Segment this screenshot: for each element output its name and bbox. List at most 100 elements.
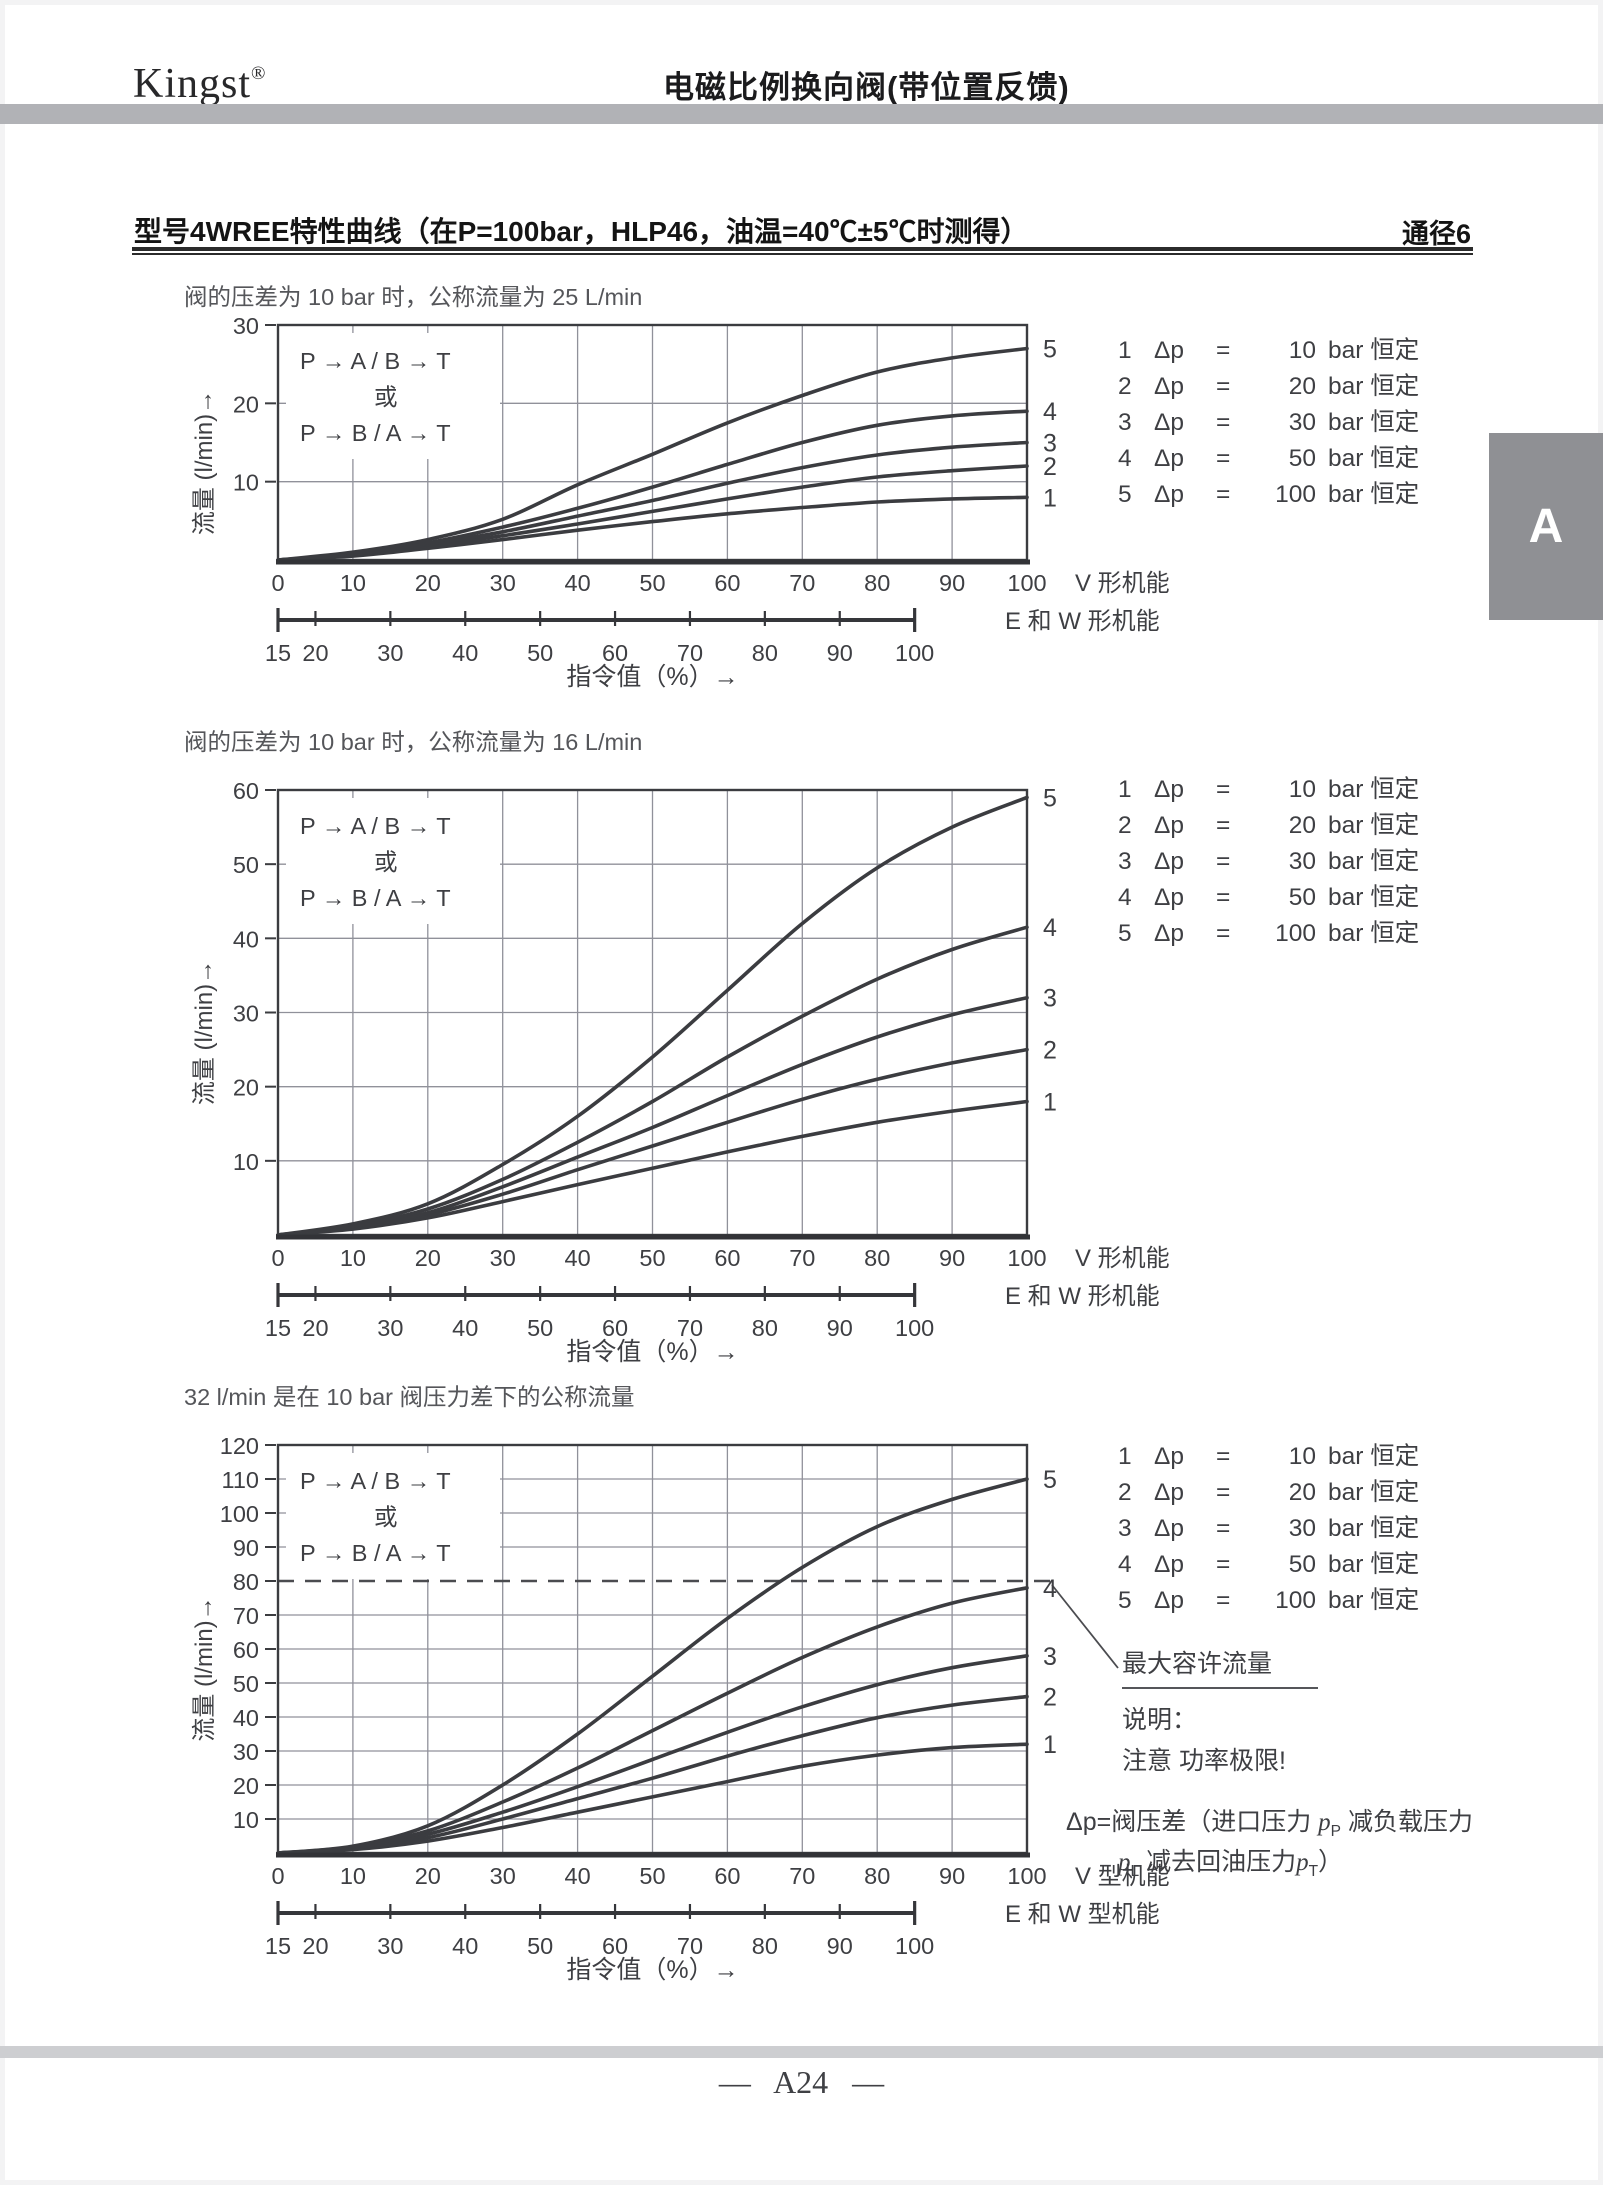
spool-function-box: P → A / B → T 或 P → B / A → T — [286, 1453, 500, 1579]
x-tick-label: 30 — [490, 570, 516, 596]
ew-function-label: E 和 W 型机能 — [1005, 1901, 1160, 1928]
dp-text: ） — [1318, 1848, 1344, 1876]
x-tick-label: 80 — [864, 1863, 890, 1889]
legend-value: 10 — [1288, 776, 1316, 803]
legend-index: 4 — [1118, 884, 1132, 911]
legend-index: 3 — [1118, 409, 1132, 436]
sub-tick-label: 40 — [452, 1315, 478, 1341]
spool-function-box: P → A / B → T 或 P → B / A → T — [286, 333, 500, 459]
y-tick-label: 30 — [233, 1001, 259, 1027]
y-tick-label: 40 — [233, 1705, 259, 1731]
y-tick-label: 20 — [233, 391, 259, 417]
chart-2-caption: 阀的压差为 10 bar 时，公称流量为 16 L/min — [184, 729, 643, 755]
y-axis-ticks: 10 20 30 40 50 60 70 80 90 100 110 120 — [220, 1433, 276, 1833]
curve-label: 1 — [1043, 1089, 1057, 1117]
sub-tick-label: 30 — [377, 1315, 403, 1341]
sub-tick-label: 20 — [302, 640, 328, 666]
pressure-subscript: P — [1330, 1823, 1341, 1840]
legend-unit: bar 恒定 — [1328, 1443, 1420, 1470]
spool-path-1: P → A / B → T — [300, 348, 451, 374]
legend-index: 2 — [1118, 812, 1132, 839]
note-title: 说明： — [1122, 1706, 1198, 1734]
sub-tick-label: 40 — [452, 1933, 478, 1959]
pressure-subscript: L — [1130, 1863, 1140, 1880]
y-tick-label: 20 — [233, 1075, 259, 1101]
curve-1 — [276, 1099, 1029, 1237]
legend-equals: = — [1216, 409, 1231, 436]
nominal-size-label: 通径6 — [1401, 219, 1471, 249]
page-number: — A24 — — [718, 2064, 885, 2100]
x-tick-label: 20 — [415, 1245, 441, 1271]
legend-unit: bar 恒定 — [1328, 445, 1420, 472]
legend-dp-symbol: Δp — [1154, 1443, 1184, 1470]
x-tick-label: 60 — [714, 1863, 740, 1889]
spool-path-2: P → B / A → T — [300, 420, 451, 446]
x-tick-label: 90 — [939, 1245, 965, 1271]
sub-tick-label: 15 — [265, 1315, 291, 1341]
legend-index: 3 — [1118, 848, 1132, 875]
y-tick-label: 100 — [220, 1501, 259, 1527]
curve-4 — [276, 925, 1029, 1237]
sub-tick-label: 90 — [827, 1933, 853, 1959]
legend-unit: bar 恒定 — [1328, 373, 1420, 400]
sub-tick-label: 20 — [302, 1315, 328, 1341]
legend-index: 3 — [1118, 1515, 1132, 1542]
legend-equals: = — [1216, 481, 1231, 508]
sub-tick-label: 90 — [827, 640, 853, 666]
power-limit-note: 注意 功率极限! — [1122, 1747, 1286, 1775]
legend-unit: bar 恒定 — [1328, 409, 1420, 436]
legend-dp-symbol: Δp — [1154, 373, 1184, 400]
sub-tick-label: 50 — [527, 640, 553, 666]
curve-label: 4 — [1043, 914, 1057, 942]
legend-row: 2 Δp = 20 bar 恒定 — [1118, 367, 1458, 403]
dp-definition-line-1: Δp=阀压差（进口压力 pP 减负载压力 — [1066, 1802, 1473, 1841]
x-tick-label: 100 — [1007, 1245, 1046, 1271]
header-divider-bar — [0, 104, 1603, 124]
legend-unit: bar 恒定 — [1328, 920, 1420, 947]
sub-tick-label: 50 — [527, 1933, 553, 1959]
ew-function-label: E 和 W 形机能 — [1005, 1283, 1160, 1310]
curve-label: 5 — [1043, 784, 1057, 812]
curve-label: 4 — [1043, 1575, 1057, 1603]
curve-1 — [276, 1742, 1029, 1855]
spool-or: 或 — [374, 849, 398, 875]
legend-dp-symbol: Δp — [1154, 812, 1184, 839]
legend-equals: = — [1216, 445, 1231, 472]
sub-tick-label: 80 — [752, 1315, 778, 1341]
legend-value: 20 — [1288, 1479, 1316, 1506]
sub-tick-label: 60 — [602, 1933, 628, 1959]
plot-border — [276, 323, 1029, 562]
y-axis-title: 流量 (l/min)→ — [191, 1596, 218, 1741]
x-axis-title: 指令值（%）→ — [566, 663, 738, 691]
legend-dp-symbol: Δp — [1154, 445, 1184, 472]
y-tick-label: 30 — [233, 1739, 259, 1765]
x-tick-label: 40 — [565, 570, 591, 596]
section-title: 型号4WREE特性曲线（在P=100bar，HLP46，油温=40℃±5℃时测得… — [134, 216, 1029, 247]
sub-tick-label: 15 — [265, 640, 291, 666]
sub-tick-label: 100 — [895, 1315, 934, 1341]
curve-2 — [276, 1047, 1029, 1237]
chart-3-legend: 1 Δp = 10 bar 恒定 2 Δp = 20 bar 恒定 3 Δp = 30 bar 恒定 4 Δp =… — [1118, 1437, 1458, 1617]
gridlines — [278, 1445, 1027, 1853]
sub-tick-label: 70 — [677, 640, 703, 666]
dp-text: 减负载压力 — [1341, 1808, 1473, 1836]
x-tick-label: 0 — [271, 570, 284, 596]
legend-dp-symbol: Δp — [1154, 848, 1184, 875]
sub-tick-label: 40 — [452, 640, 478, 666]
sub-tick-label: 100 — [895, 640, 934, 666]
y-tick-label: 50 — [233, 1671, 259, 1697]
curves — [276, 795, 1029, 1237]
x-tick-label: 70 — [789, 1245, 815, 1271]
legend-unit: bar 恒定 — [1328, 481, 1420, 508]
legend-dp-symbol: Δp — [1154, 409, 1184, 436]
sub-tick-label: 90 — [827, 1315, 853, 1341]
legend-dp-symbol: Δp — [1154, 1515, 1184, 1542]
legend-equals: = — [1216, 848, 1231, 875]
legend-row: 3 Δp = 30 bar 恒定 — [1118, 403, 1458, 439]
y-axis-ticks: 10 20 30 — [233, 313, 276, 496]
pressure-symbol: p — [1318, 1809, 1331, 1836]
legend-unit: bar 恒定 — [1328, 776, 1420, 803]
legend-value: 20 — [1288, 373, 1316, 400]
x-tick-label: 10 — [340, 1245, 366, 1271]
curve-label: 3 — [1043, 1643, 1057, 1671]
